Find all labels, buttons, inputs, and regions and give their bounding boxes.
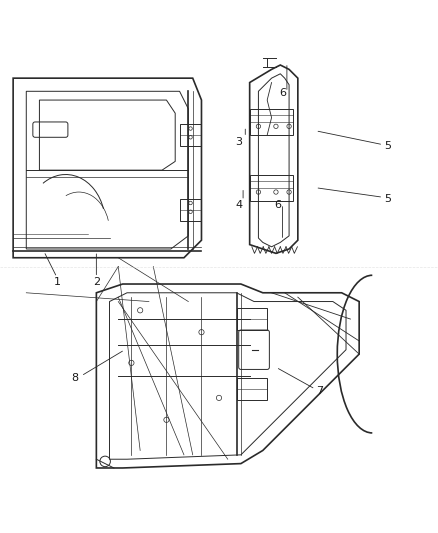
Text: 6: 6 xyxy=(279,88,286,99)
Text: 3: 3 xyxy=(235,136,242,147)
Text: 5: 5 xyxy=(384,141,391,151)
Text: 7: 7 xyxy=(316,386,323,397)
Text: 4: 4 xyxy=(235,200,242,210)
Text: 8: 8 xyxy=(71,373,78,383)
Text: 5: 5 xyxy=(384,193,391,204)
Text: 2: 2 xyxy=(93,277,100,287)
Text: 1: 1 xyxy=(53,277,60,287)
Text: 6: 6 xyxy=(275,200,282,210)
